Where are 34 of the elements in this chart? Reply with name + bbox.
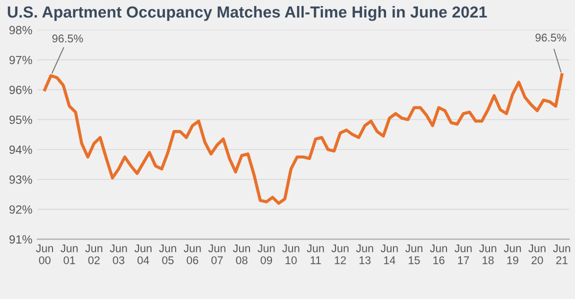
y-tick-label: 93% xyxy=(9,175,32,184)
x-tick-label: Jun 06 xyxy=(184,244,201,264)
x-tick-label: Jun 18 xyxy=(479,244,496,264)
x-tick-label: Jun 17 xyxy=(454,244,472,264)
x-tick-label: Jun 03 xyxy=(110,244,127,264)
y-tick-label: 96% xyxy=(9,86,32,94)
x-tick-label: Jun 13 xyxy=(356,244,374,264)
x-tick-label: Jun 04 xyxy=(134,244,152,264)
line-series xyxy=(43,73,564,205)
x-tick-label: Jun 00 xyxy=(36,244,53,264)
x-tick-label: Jun 20 xyxy=(528,244,546,264)
y-tick-label: 97% xyxy=(9,56,32,64)
x-tick-label: Jun 05 xyxy=(159,244,176,264)
annotation: 96.5% xyxy=(52,34,83,42)
x-tick-label: Jun 15 xyxy=(405,244,422,264)
annotation: 96.5% xyxy=(536,34,566,42)
y-tick-label: 91% xyxy=(9,235,32,244)
y-tick-label: 95% xyxy=(9,116,32,124)
y-tick-label: 98% xyxy=(9,26,32,34)
x-tick-label: Jun 10 xyxy=(282,244,300,264)
x-tick-label: Jun 16 xyxy=(430,244,447,264)
x-tick-label: Jun 09 xyxy=(258,244,275,264)
x-tick-label: Jun 11 xyxy=(306,244,324,264)
chart-title: U.S. Apartment Occupancy Matches All-Time High in June 2021 xyxy=(8,6,487,21)
x-tick-label: Jun 21 xyxy=(553,244,570,264)
y-tick-label: 92% xyxy=(9,205,32,214)
x-tick-label: Jun 02 xyxy=(85,244,102,264)
x-tick-label: Jun 07 xyxy=(208,244,226,264)
x-tick-label: Jun 19 xyxy=(504,244,521,264)
x-tick-label: Jun 14 xyxy=(380,244,398,264)
x-tick-label: Jun 12 xyxy=(331,244,348,264)
y-tick-label: 94% xyxy=(9,146,32,154)
x-tick-label: Jun 08 xyxy=(232,244,250,264)
x-tick-label: Jun 01 xyxy=(60,244,78,264)
